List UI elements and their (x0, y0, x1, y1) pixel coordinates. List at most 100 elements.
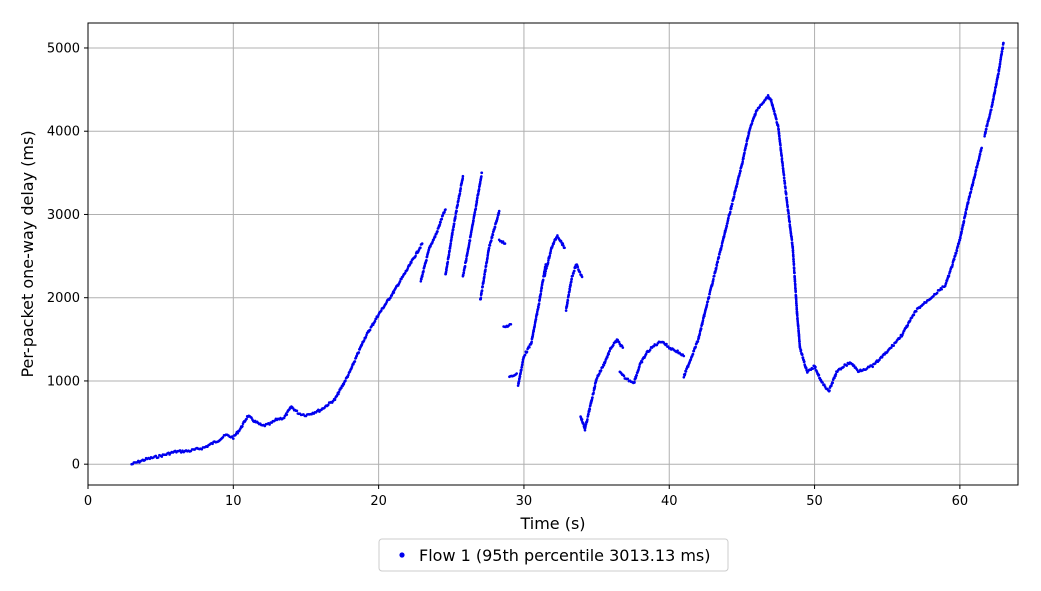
data-point (852, 364, 856, 367)
data-point (451, 233, 454, 236)
data-point (747, 132, 751, 135)
data-point (785, 196, 788, 200)
data-point (978, 153, 982, 156)
data-point (535, 312, 539, 316)
data-point (699, 327, 703, 331)
data-point (491, 233, 495, 237)
data-point (593, 384, 597, 388)
data-point (482, 279, 486, 283)
data-point (588, 407, 592, 411)
data-point (766, 94, 770, 97)
data-point (828, 389, 831, 392)
x-tick-label: 40 (661, 494, 678, 509)
data-point (459, 187, 463, 190)
data-point (337, 392, 340, 396)
data-point (713, 274, 716, 278)
data-point (461, 174, 465, 178)
data-point (720, 244, 724, 247)
data-point (743, 151, 746, 155)
data-point (532, 330, 535, 333)
data-point (795, 308, 799, 311)
data-point (160, 455, 164, 458)
data-point (676, 349, 679, 353)
data-point (795, 304, 798, 308)
data-point (974, 172, 977, 176)
data-point (974, 168, 978, 172)
data-point (814, 365, 817, 369)
data-point (551, 244, 554, 247)
data-point (791, 246, 795, 250)
data-point (1000, 52, 1003, 55)
data-point (944, 281, 948, 285)
data-point (787, 212, 790, 215)
data-point (414, 254, 417, 258)
data-point (245, 417, 248, 421)
data-point (537, 302, 541, 305)
data-point (817, 373, 821, 377)
data-point (410, 261, 413, 264)
data-point (501, 240, 505, 243)
data-point (450, 237, 453, 241)
data-point (906, 323, 910, 327)
data-point (446, 260, 450, 264)
data-point (517, 382, 520, 385)
y-tick-label: 4000 (47, 125, 80, 140)
data-point (457, 197, 461, 200)
data-point (530, 340, 533, 344)
data-point (457, 199, 460, 202)
data-point (520, 368, 523, 372)
data-point (368, 328, 372, 332)
data-point (951, 263, 954, 267)
x-tick-label: 0 (84, 494, 92, 509)
grid-lines (88, 23, 1018, 485)
data-point (563, 246, 566, 250)
data-point (497, 209, 501, 213)
data-point (638, 365, 641, 368)
data-point (744, 147, 747, 150)
data-point (479, 180, 482, 183)
data-point (602, 364, 606, 367)
data-point (392, 291, 396, 294)
data-point (716, 260, 720, 264)
data-point (517, 379, 521, 383)
data-point (516, 384, 520, 387)
data-point (285, 413, 289, 416)
data-point (779, 144, 782, 147)
data-point (793, 271, 796, 275)
data-point (465, 257, 468, 261)
data-point (892, 344, 895, 347)
data-point (447, 253, 451, 256)
data-point (586, 415, 590, 418)
data-point (799, 348, 803, 352)
data-point (976, 162, 980, 165)
data-point (420, 242, 424, 245)
data-point (718, 253, 721, 256)
data-point (682, 354, 686, 358)
data-point (701, 319, 705, 322)
data-point (539, 289, 543, 292)
data-point (786, 205, 789, 208)
data-point (528, 346, 531, 349)
data-point (556, 234, 559, 237)
data-point (607, 352, 610, 356)
data-point (484, 264, 488, 268)
data-point (691, 352, 695, 356)
data-point (475, 199, 479, 202)
data-point (582, 422, 585, 426)
data-point (421, 273, 424, 276)
data-point (960, 230, 963, 233)
data-point (463, 264, 467, 268)
data-point (715, 266, 718, 270)
data-point (591, 396, 594, 399)
data-point (373, 319, 377, 323)
data-point (543, 272, 547, 275)
data-point (999, 60, 1002, 64)
data-point (468, 239, 472, 242)
data-point (518, 375, 522, 378)
data-point (438, 223, 442, 226)
data-point (960, 228, 964, 231)
data-point (520, 365, 524, 369)
data-point (915, 310, 918, 313)
data-point (562, 244, 565, 247)
data-point (389, 296, 392, 300)
